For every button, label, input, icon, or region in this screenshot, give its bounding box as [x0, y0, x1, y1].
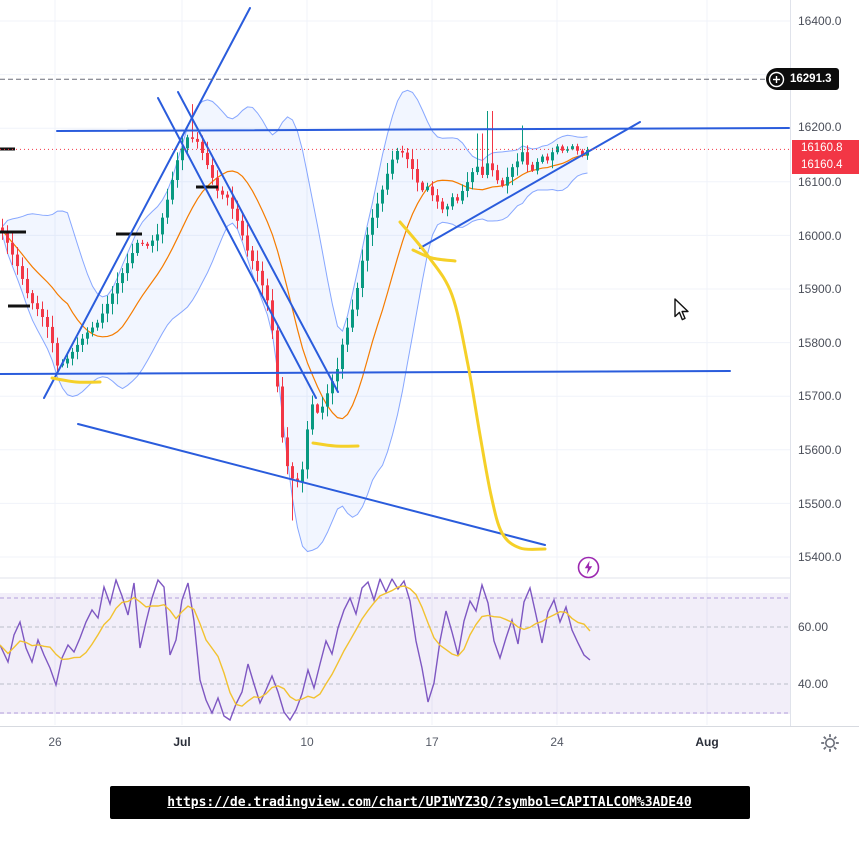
price-axis-label: 16000.0 [798, 229, 842, 243]
price-axis-label: 16400.0 [798, 14, 842, 28]
time-axis[interactable]: 26 Jul 10 17 24 Aug [0, 726, 859, 758]
time-axis-label: 10 [300, 735, 314, 749]
plus-circle-icon [768, 71, 785, 87]
mouse-cursor-icon [674, 298, 689, 321]
last-price-badge-lower: 16160.4 [792, 157, 859, 174]
time-axis-label: 26 [48, 735, 62, 749]
price-axis-label: 40.00 [798, 677, 829, 691]
alert-price-badge[interactable]: 16291.3 [766, 68, 839, 91]
quick-action-button[interactable] [577, 556, 600, 579]
url-text: https://de.tradingview.com/chart/UPIWYZ3… [167, 795, 692, 810]
candles-layer [1, 104, 589, 521]
lightning-icon [577, 556, 600, 579]
time-axis-label: 17 [425, 735, 439, 749]
gear-icon[interactable] [819, 732, 841, 754]
price-axis-label: 15400.0 [798, 550, 842, 564]
price-axis-label: 16200.0 [798, 120, 842, 134]
time-axis-label: Aug [695, 735, 719, 749]
price-chart-canvas[interactable] [0, 0, 790, 726]
alert-price-value: 16291.3 [790, 73, 832, 86]
price-axis-label: 16100.0 [798, 175, 842, 189]
url-bar[interactable]: https://de.tradingview.com/chart/UPIWYZ3… [109, 786, 750, 819]
price-axis-label: 60.00 [798, 620, 829, 634]
trendlines-layer [0, 7, 790, 546]
price-axis-label: 15800.0 [798, 336, 842, 350]
last-price-badge-upper: 16160.8 [792, 140, 859, 157]
time-axis-label: 24 [550, 735, 564, 749]
price-axis-label: 15700.0 [798, 389, 842, 403]
time-axis-label: Jul [173, 735, 191, 749]
price-axis[interactable]: 16400.0 16200.0 16100.0 16000.0 15900.0 15800… [790, 0, 859, 726]
price-axis-label: 15500.0 [798, 497, 842, 511]
price-axis-label: 15600.0 [798, 443, 842, 457]
price-axis-label: 15900.0 [798, 282, 842, 296]
